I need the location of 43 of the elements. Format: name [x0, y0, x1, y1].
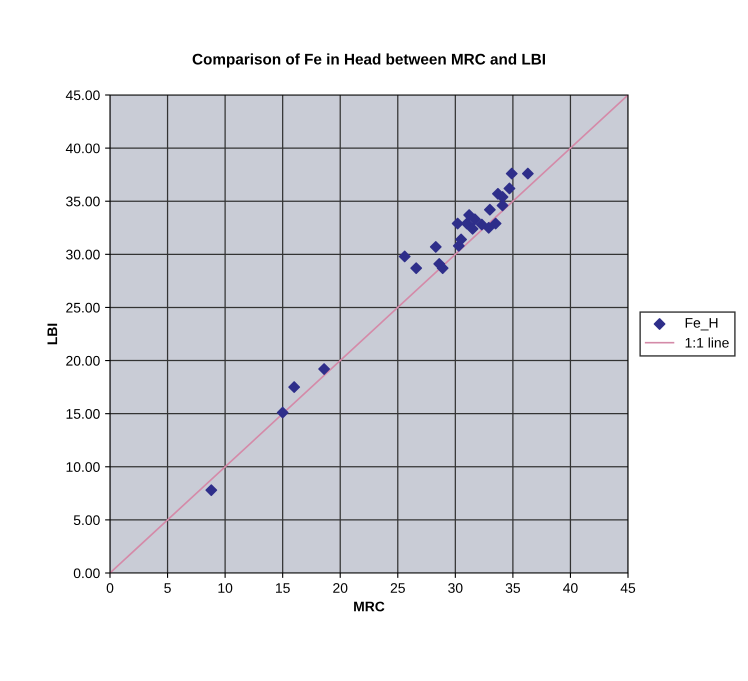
point	[410, 262, 422, 274]
y-tick-label: 5.00	[74, 515, 100, 526]
legend-label: Fe_H	[686, 318, 718, 330]
x-tick-label: 45	[620, 583, 636, 593]
x-tick-label: 15	[276, 583, 290, 593]
point	[466, 222, 478, 235]
point	[318, 363, 330, 375]
y-tick-label: 45.00	[66, 90, 100, 100]
point	[490, 218, 502, 230]
x-tick-label: 40	[563, 583, 578, 593]
x-tick-label: 20	[333, 583, 348, 593]
y-tick-label: 15.00	[66, 409, 100, 419]
point	[504, 182, 516, 194]
y-axis-title: LBI	[48, 324, 58, 344]
point	[452, 218, 464, 230]
point	[398, 250, 411, 262]
point	[276, 406, 289, 418]
y-tick-label: 20.00	[66, 356, 100, 366]
point	[469, 213, 481, 226]
chart-title: Comparison of Fe in Head between MRC and LBI	[192, 53, 545, 68]
point	[484, 204, 496, 216]
point	[430, 241, 442, 253]
x-tick-label: 35	[506, 583, 520, 593]
x-tick-label: 10	[218, 583, 232, 593]
y-tick-label: 25.00	[66, 302, 100, 313]
y-tick-label: 0.00	[74, 568, 100, 578]
y-tick-label: 10.00	[66, 462, 100, 472]
y-tick-label: 30.00	[66, 250, 100, 260]
legend-label: 1:1 line	[686, 337, 729, 348]
x-tick-label: 25	[390, 583, 405, 593]
y-tick-label: 40.00	[66, 143, 100, 154]
x-axis-title: MRC	[354, 602, 384, 612]
x-tick-label: 30	[448, 583, 463, 593]
point	[288, 381, 300, 394]
point	[482, 222, 495, 234]
x-tick-label: 0	[106, 583, 114, 593]
point	[506, 168, 518, 180]
point	[455, 234, 467, 246]
y-tick-label: 35.00	[66, 196, 100, 206]
point	[496, 200, 508, 212]
x-tick-label: 5	[164, 583, 171, 593]
point	[205, 484, 218, 496]
point	[522, 168, 534, 180]
